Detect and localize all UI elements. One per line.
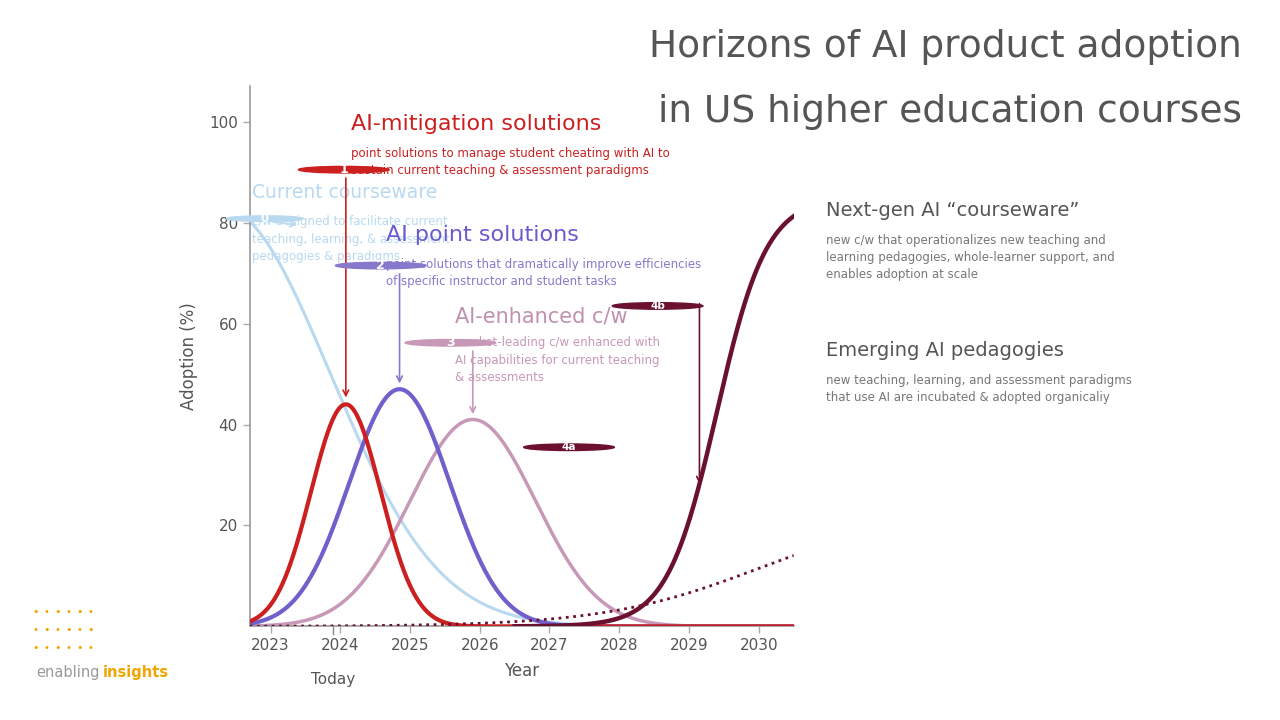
Text: AI-mitigation solutions: AI-mitigation solutions	[351, 114, 602, 135]
Text: •: •	[76, 643, 83, 653]
Text: Today: Today	[311, 672, 356, 687]
Text: •: •	[65, 643, 72, 653]
Text: •: •	[87, 625, 93, 635]
Text: c/w designed to facilitate current
teaching, learning, & assessment
pedagogies &: c/w designed to facilitate current teach…	[252, 215, 449, 263]
Text: 0: 0	[261, 212, 269, 225]
Circle shape	[298, 166, 389, 173]
X-axis label: Year: Year	[504, 662, 539, 680]
Text: •: •	[65, 625, 72, 635]
Text: •: •	[44, 625, 50, 635]
Text: •: •	[44, 607, 50, 617]
Text: in US higher education courses: in US higher education courses	[658, 94, 1242, 130]
Text: new c/w that operationalizes new teaching and
learning pedagogies, whole-learner: new c/w that operationalizes new teachin…	[826, 234, 1115, 281]
Text: AI point solutions: AI point solutions	[385, 225, 579, 246]
Text: insights: insights	[102, 665, 169, 680]
Text: •: •	[33, 625, 38, 635]
Text: Horizons of AI product adoption: Horizons of AI product adoption	[649, 29, 1242, 65]
Circle shape	[612, 302, 703, 309]
Text: 2: 2	[376, 259, 385, 272]
Text: •: •	[65, 607, 72, 617]
Text: •: •	[32, 607, 40, 617]
Text: •: •	[55, 625, 60, 635]
Text: Current courseware: Current courseware	[252, 184, 436, 202]
Text: market-leading c/w enhanced with
AI capabilities for current teaching
& assessme: market-leading c/w enhanced with AI capa…	[456, 336, 660, 384]
Circle shape	[524, 444, 614, 451]
Text: •: •	[54, 643, 61, 653]
Text: point solutions to manage student cheating with AI to
sustain current teaching &: point solutions to manage student cheati…	[351, 147, 669, 177]
Text: •: •	[54, 607, 61, 617]
Text: Emerging AI pedagogies: Emerging AI pedagogies	[826, 341, 1064, 360]
Text: AI-enhanced c/w: AI-enhanced c/w	[456, 306, 628, 326]
Circle shape	[406, 340, 495, 346]
Text: 4a: 4a	[562, 442, 576, 452]
Text: 1: 1	[339, 163, 348, 176]
Text: enabling: enabling	[36, 665, 100, 680]
Text: 4b: 4b	[650, 301, 666, 311]
Text: •: •	[77, 625, 82, 635]
Text: •: •	[87, 643, 93, 653]
Text: new teaching, learning, and assessment paradigms
that use AI are incubated & ado: new teaching, learning, and assessment p…	[826, 374, 1132, 405]
Circle shape	[227, 216, 303, 222]
Text: •: •	[87, 607, 93, 617]
Text: •: •	[32, 643, 40, 653]
Y-axis label: Adoption (%): Adoption (%)	[179, 302, 198, 410]
Text: •: •	[44, 643, 50, 653]
Circle shape	[335, 262, 426, 269]
Text: 3: 3	[447, 336, 454, 349]
Text: Next-gen AI “courseware”: Next-gen AI “courseware”	[826, 201, 1079, 220]
Text: •: •	[76, 607, 83, 617]
Text: point solutions that dramatically improve efficiencies
of specific instructor an: point solutions that dramatically improv…	[385, 258, 701, 289]
